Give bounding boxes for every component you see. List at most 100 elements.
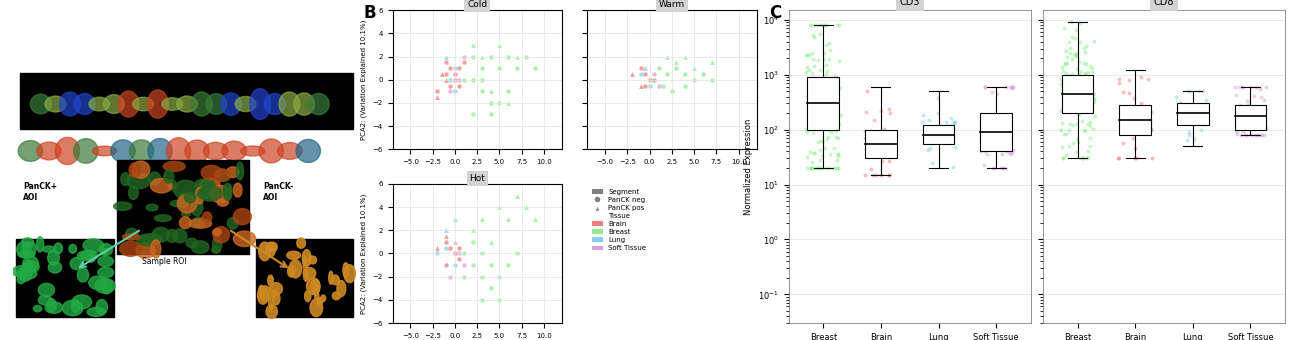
Ellipse shape [222, 141, 247, 161]
Point [471, 77, 492, 82]
Ellipse shape [136, 243, 156, 258]
Ellipse shape [201, 165, 222, 180]
Point [990, 137, 1011, 143]
Point [1131, 128, 1151, 134]
Ellipse shape [266, 242, 275, 257]
Point [803, 64, 824, 69]
Point [1115, 105, 1136, 110]
Ellipse shape [210, 185, 231, 203]
Point [639, 77, 659, 82]
Point [1140, 118, 1160, 123]
Point [657, 54, 678, 59]
Point [1075, 86, 1096, 91]
Ellipse shape [45, 302, 62, 313]
Ellipse shape [148, 138, 173, 164]
Point [1063, 140, 1084, 146]
Point [823, 165, 844, 171]
Ellipse shape [178, 194, 197, 213]
Ellipse shape [22, 242, 36, 256]
Point [861, 166, 881, 171]
Point [693, 71, 714, 76]
Ellipse shape [191, 92, 212, 116]
Ellipse shape [304, 256, 308, 272]
Ellipse shape [12, 266, 32, 277]
Point [436, 239, 457, 244]
Ellipse shape [266, 305, 278, 319]
Point [1131, 100, 1151, 105]
Point [702, 77, 723, 82]
Point [820, 87, 841, 92]
Point [811, 153, 832, 159]
Point [480, 262, 501, 268]
Point [971, 149, 992, 154]
Ellipse shape [18, 267, 31, 282]
Point [1054, 132, 1075, 137]
Point [1053, 78, 1073, 84]
Ellipse shape [213, 226, 230, 243]
Point [862, 153, 883, 158]
Point [1141, 127, 1162, 133]
Point [879, 158, 900, 164]
Point [489, 274, 510, 279]
Point [1246, 84, 1267, 90]
Ellipse shape [177, 96, 197, 112]
Ellipse shape [184, 140, 209, 162]
Point [1179, 133, 1199, 138]
Point [1003, 147, 1024, 153]
Point [440, 83, 461, 88]
Point [1066, 51, 1086, 56]
Point [941, 115, 962, 120]
Point [1068, 80, 1089, 85]
Ellipse shape [92, 146, 117, 156]
Point [1123, 105, 1144, 110]
Point [801, 22, 822, 28]
Ellipse shape [34, 305, 42, 312]
Point [1124, 145, 1145, 151]
Point [436, 245, 457, 251]
Point [880, 110, 901, 115]
Point [828, 151, 849, 156]
Ellipse shape [88, 97, 110, 111]
Point [480, 112, 501, 117]
Point [1066, 99, 1086, 104]
Point [822, 110, 842, 115]
Point [1067, 53, 1088, 59]
Point [1251, 95, 1272, 100]
Point [810, 114, 831, 119]
Ellipse shape [62, 300, 83, 316]
Ellipse shape [304, 269, 308, 281]
Point [1080, 64, 1101, 69]
Point [1051, 81, 1072, 86]
Point [809, 123, 829, 129]
Point [855, 129, 876, 134]
Point [1067, 66, 1088, 72]
Point [1111, 107, 1132, 112]
Bar [1177, 103, 1208, 125]
Point [445, 89, 466, 94]
Ellipse shape [23, 256, 39, 271]
Point [1051, 64, 1072, 69]
Ellipse shape [80, 252, 92, 260]
Point [1081, 69, 1102, 75]
Point [983, 165, 1003, 171]
Point [1247, 132, 1268, 138]
Point [1255, 84, 1276, 90]
Point [1058, 127, 1079, 132]
Point [816, 22, 837, 28]
Point [857, 88, 877, 94]
Point [918, 147, 938, 153]
Point [857, 137, 877, 143]
Ellipse shape [100, 248, 108, 255]
Point [811, 98, 832, 103]
Point [810, 147, 831, 153]
Point [986, 91, 1007, 97]
Point [815, 124, 836, 130]
Point [820, 47, 841, 52]
Point [480, 239, 501, 244]
Point [1075, 101, 1096, 106]
Point [822, 129, 842, 135]
Point [1058, 74, 1079, 79]
Ellipse shape [147, 204, 158, 211]
Point [1058, 77, 1079, 83]
Point [862, 172, 883, 177]
